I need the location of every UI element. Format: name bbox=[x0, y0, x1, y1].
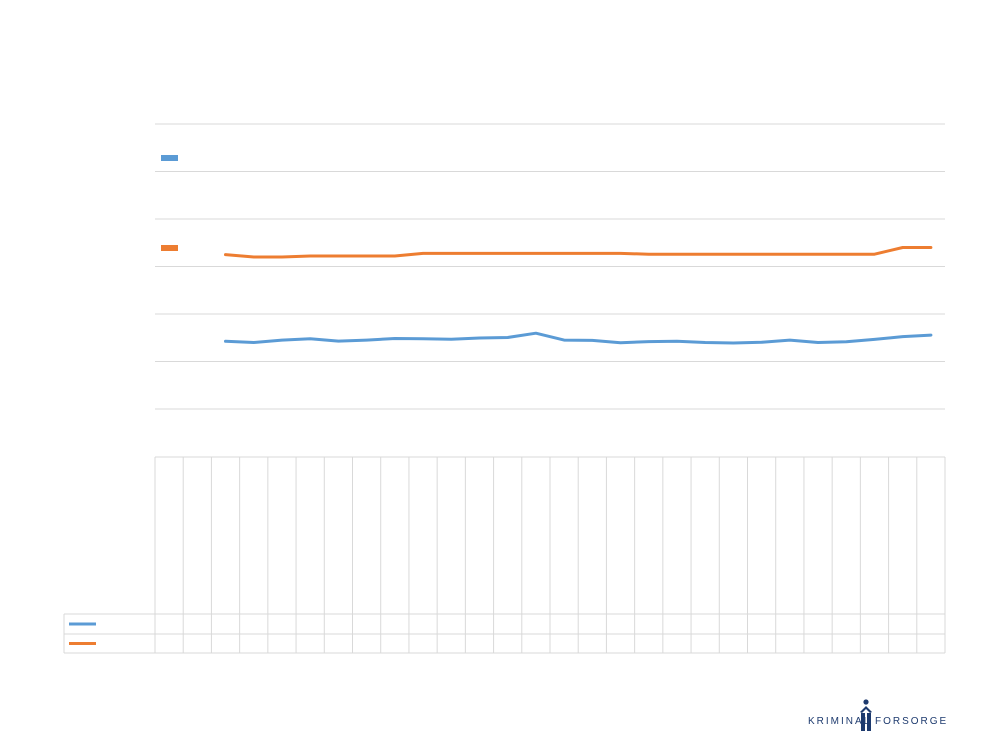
kriminalforsorgen-logo: KRIMINAL FORSORGEN bbox=[808, 699, 948, 731]
gridlines bbox=[155, 123, 945, 410]
series-lines bbox=[224, 246, 933, 345]
legend-marker bbox=[161, 155, 178, 161]
series-line bbox=[224, 331, 933, 345]
data-table bbox=[63, 456, 946, 654]
legend-marker bbox=[161, 245, 178, 251]
series-line bbox=[224, 246, 933, 259]
logo-left-word: KRIMINAL bbox=[808, 716, 871, 727]
logo-right-word: FORSORGEN bbox=[875, 716, 948, 727]
person-icon bbox=[860, 699, 872, 731]
legend bbox=[161, 155, 178, 251]
